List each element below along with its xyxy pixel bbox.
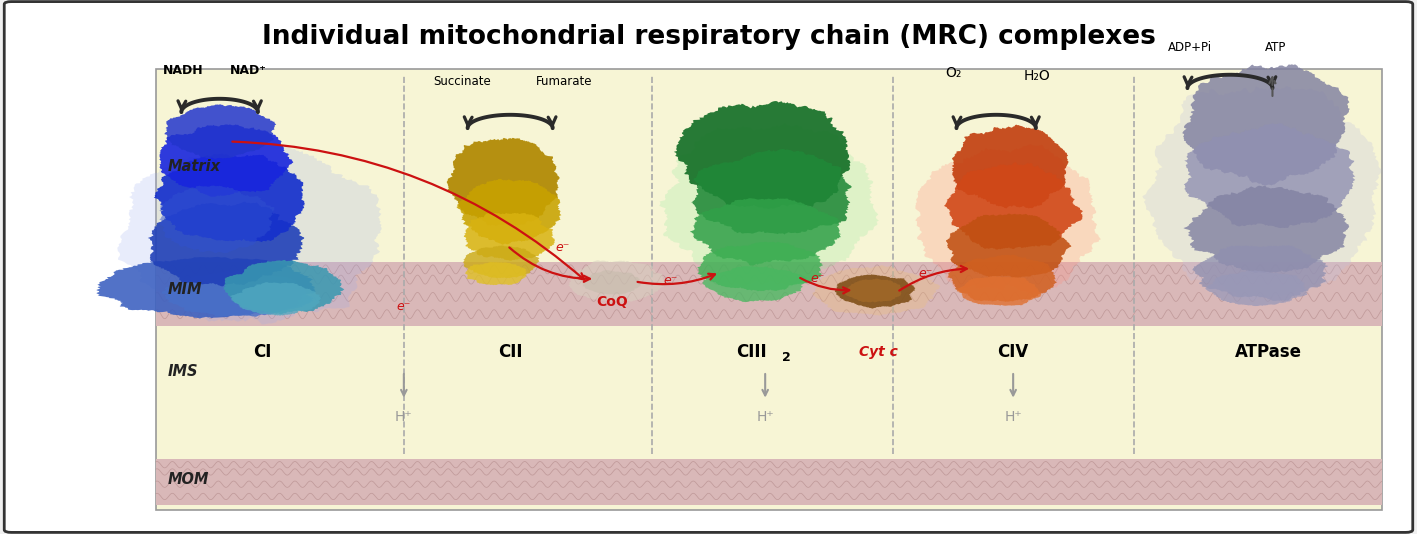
Polygon shape	[701, 266, 808, 302]
Text: O₂: O₂	[945, 66, 962, 81]
Polygon shape	[835, 274, 915, 309]
Polygon shape	[96, 257, 316, 319]
Text: CIV: CIV	[998, 343, 1029, 362]
Polygon shape	[159, 185, 275, 253]
Polygon shape	[446, 138, 560, 226]
Polygon shape	[465, 262, 527, 285]
Text: 2: 2	[782, 351, 791, 364]
Text: MOM: MOM	[167, 473, 208, 488]
Text: e⁻: e⁻	[555, 241, 570, 254]
Text: NADH: NADH	[163, 64, 203, 77]
Text: Individual mitochondrial respiratory chain (MRC) complexes: Individual mitochondrial respiratory cha…	[262, 24, 1155, 50]
Polygon shape	[956, 276, 1041, 306]
Text: NAD⁺: NAD⁺	[230, 64, 266, 77]
Text: ADP+Pi: ADP+Pi	[1168, 41, 1213, 54]
Text: MIM: MIM	[167, 282, 201, 297]
Polygon shape	[224, 260, 344, 315]
Polygon shape	[164, 104, 276, 159]
Polygon shape	[147, 202, 305, 286]
Bar	[156, 262, 1382, 326]
Polygon shape	[582, 270, 640, 295]
Bar	[156, 459, 1382, 505]
Polygon shape	[944, 162, 1083, 249]
Text: ATP: ATP	[1264, 41, 1287, 54]
Text: H⁺: H⁺	[395, 410, 412, 423]
Polygon shape	[948, 255, 1057, 302]
Polygon shape	[568, 261, 666, 302]
Text: Fumarate: Fumarate	[536, 75, 592, 89]
Text: e⁻: e⁻	[918, 266, 932, 280]
Text: e⁻: e⁻	[811, 272, 825, 285]
Text: CIII: CIII	[735, 343, 767, 362]
Polygon shape	[915, 144, 1101, 294]
Text: Cyt c: Cyt c	[859, 345, 898, 359]
Polygon shape	[1142, 86, 1382, 301]
Polygon shape	[947, 214, 1071, 278]
Polygon shape	[674, 101, 850, 209]
Text: e⁻: e⁻	[663, 274, 677, 287]
Polygon shape	[697, 242, 823, 291]
Polygon shape	[159, 124, 293, 197]
Text: H⁺: H⁺	[757, 410, 774, 423]
Polygon shape	[456, 179, 561, 245]
Text: ATPase: ATPase	[1234, 343, 1302, 362]
Polygon shape	[690, 198, 842, 265]
Polygon shape	[1192, 245, 1328, 301]
Polygon shape	[952, 124, 1068, 208]
FancyBboxPatch shape	[4, 2, 1413, 532]
Polygon shape	[1183, 186, 1349, 273]
Text: IMS: IMS	[167, 365, 198, 380]
Text: H₂O: H₂O	[1024, 69, 1050, 83]
Text: CII: CII	[497, 343, 523, 362]
Polygon shape	[154, 153, 305, 242]
Polygon shape	[162, 271, 315, 317]
Text: CoQ: CoQ	[597, 295, 628, 309]
Polygon shape	[812, 265, 941, 316]
Polygon shape	[691, 149, 852, 234]
Bar	[156, 69, 1382, 510]
Text: Matrix: Matrix	[167, 159, 220, 174]
Polygon shape	[1183, 123, 1355, 228]
Polygon shape	[463, 246, 540, 278]
Polygon shape	[659, 123, 879, 288]
Polygon shape	[1182, 64, 1350, 186]
Polygon shape	[845, 279, 901, 302]
Text: Succinate: Succinate	[434, 75, 490, 89]
Text: e⁻: e⁻	[397, 300, 411, 313]
Polygon shape	[463, 213, 555, 261]
Polygon shape	[118, 139, 381, 324]
Polygon shape	[1204, 270, 1308, 306]
Text: H⁺: H⁺	[1005, 410, 1022, 423]
Polygon shape	[230, 282, 322, 316]
Text: CI: CI	[254, 343, 271, 362]
